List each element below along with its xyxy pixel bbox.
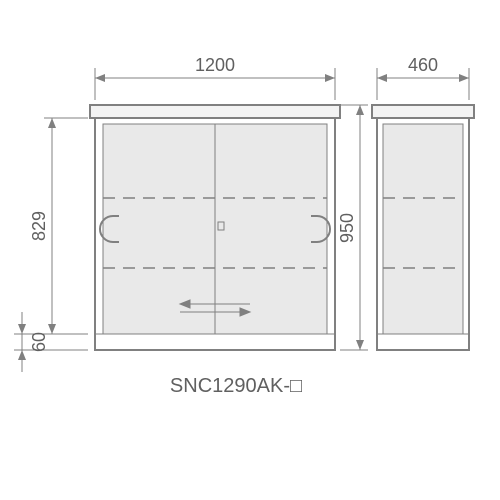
dim-height-left-upper: 829 [14,118,88,334]
dim-height-left-base-label: 60 [29,332,49,352]
dim-depth-side-label: 460 [408,55,438,75]
dim-height-left-base: 60 [14,312,88,372]
dim-height-right-total: 950 [337,105,368,350]
dim-width-front-label: 1200 [195,55,235,75]
model-label: SNC1290AK-□ [170,375,302,397]
dim-height-right-total-label: 950 [337,213,357,243]
dim-width-front: 1200 [95,55,335,100]
technical-drawing: 1200 460 829 60 950 SNC1290AK-□ [0,0,500,500]
dim-depth-side: 460 [377,55,469,100]
side-view [372,105,474,350]
dim-height-left-upper-label: 829 [29,211,49,241]
front-view [90,105,340,350]
